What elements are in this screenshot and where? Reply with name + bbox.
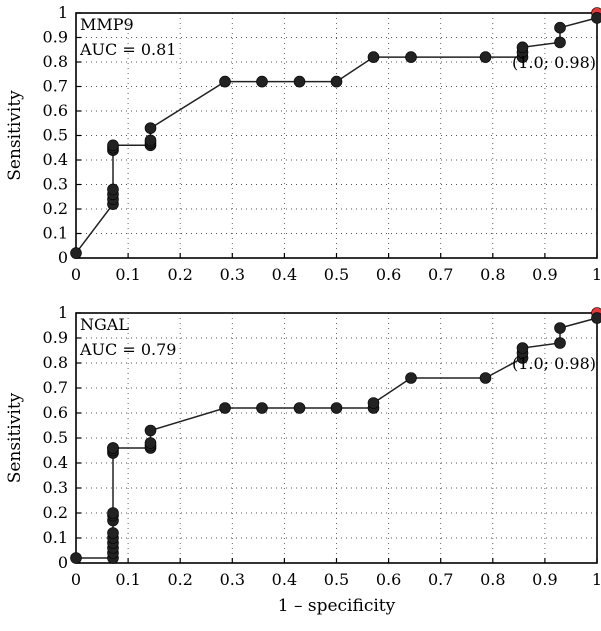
y-tick-label: 0.9 bbox=[43, 328, 68, 347]
data-point bbox=[554, 36, 566, 49]
data-point bbox=[107, 183, 119, 196]
y-tick-label: 1 bbox=[58, 303, 68, 322]
x-tick-label: 0.1 bbox=[115, 570, 140, 589]
x-tick-label: 0.8 bbox=[480, 265, 505, 284]
y-tick-label: 0.3 bbox=[43, 478, 68, 497]
roc-panel-ngal: 0 0.1 0.2 0.3 0.4 0.5 0.6 0.7 0.8 0.9 1 0 0.1 0.2 0.3 0… bbox=[5, 303, 601, 616]
data-point bbox=[405, 51, 417, 63]
panel-label: MMP9 bbox=[80, 15, 134, 34]
data-point bbox=[330, 75, 343, 88]
y-tick-label: 0.9 bbox=[43, 28, 68, 47]
cutoff-point-annotation: (1.0; 0.98) bbox=[512, 354, 596, 373]
data-point bbox=[256, 75, 268, 88]
x-tick-label: 0.4 bbox=[272, 265, 297, 284]
data-point bbox=[479, 51, 492, 63]
auc-label: AUC = 0.81 bbox=[79, 40, 176, 59]
x-tick-label: 1 bbox=[592, 570, 601, 589]
y-tick-label: 0.2 bbox=[43, 199, 68, 218]
data-point bbox=[405, 372, 417, 384]
y-tick-label: 0.1 bbox=[43, 528, 68, 547]
data-point bbox=[107, 139, 119, 152]
y-tick-label: 0.4 bbox=[43, 150, 68, 169]
y-tick-label: 0.4 bbox=[43, 453, 68, 472]
data-point bbox=[144, 424, 157, 437]
data-point bbox=[256, 402, 268, 414]
x-tick-label: 0.3 bbox=[220, 570, 245, 589]
y-tick-label: 0.7 bbox=[43, 77, 68, 96]
data-point bbox=[367, 51, 380, 63]
data-point bbox=[107, 442, 119, 454]
data-point bbox=[107, 507, 119, 519]
data-point bbox=[219, 75, 231, 88]
data-point bbox=[516, 41, 529, 54]
y-axis-label: Sensitivity bbox=[5, 90, 25, 181]
y-tick-label: 0.5 bbox=[43, 428, 68, 447]
y-tick-label: 0.3 bbox=[43, 175, 68, 194]
data-point bbox=[330, 402, 343, 414]
data-point bbox=[219, 402, 231, 414]
x-tick-label: 0.2 bbox=[167, 570, 192, 589]
data-point bbox=[144, 122, 157, 134]
data-point bbox=[554, 322, 566, 334]
x-tick-label: 0.5 bbox=[324, 570, 349, 589]
data-point bbox=[70, 552, 82, 564]
x-tick-label: 0.2 bbox=[167, 265, 192, 284]
roc-panel-mmp9: 0 0.1 0.2 0.3 0.4 0.5 0.6 0.7 0.8 0.9 1 0 0.1 0.2 0.3 0… bbox=[5, 3, 601, 284]
data-point bbox=[554, 337, 566, 349]
y-tick-label: 0.1 bbox=[43, 224, 68, 243]
x-tick-label: 0.6 bbox=[376, 265, 401, 284]
y-tick-label: 0 bbox=[58, 248, 68, 267]
x-tick-label: 0.5 bbox=[324, 265, 349, 284]
x-tick-label: 0.8 bbox=[480, 570, 505, 589]
auc-label: AUC = 0.79 bbox=[79, 340, 176, 359]
data-point bbox=[591, 312, 601, 324]
data-point bbox=[554, 21, 566, 34]
data-point bbox=[144, 134, 157, 147]
cutoff-point-annotation: (1.0; 0.98) bbox=[512, 53, 596, 72]
x-axis-label: 1 – specificity bbox=[278, 596, 396, 616]
x-tick-label: 0.9 bbox=[532, 570, 557, 589]
panel-label: NGAL bbox=[80, 315, 129, 334]
y-tick-label: 0.6 bbox=[43, 101, 68, 120]
x-tick-label: 0 bbox=[71, 570, 81, 589]
x-tick-label: 1 bbox=[592, 265, 601, 284]
y-tick-label: 0.7 bbox=[43, 378, 68, 397]
data-point bbox=[516, 342, 529, 354]
data-point bbox=[107, 527, 119, 539]
y-tick-label: 0.2 bbox=[43, 503, 68, 522]
x-tick-label: 0.6 bbox=[376, 570, 401, 589]
y-tick-label: 0 bbox=[58, 553, 68, 572]
data-point bbox=[293, 75, 306, 88]
y-tick-label: 0.5 bbox=[43, 126, 68, 145]
y-tick-label: 0.8 bbox=[43, 52, 68, 71]
x-tick-label: 0 bbox=[71, 265, 81, 284]
data-point bbox=[70, 247, 82, 259]
y-tick-label: 0.6 bbox=[43, 403, 68, 422]
x-tick-label: 0.7 bbox=[428, 265, 453, 284]
x-tick-label: 0.9 bbox=[532, 265, 557, 284]
x-tick-label: 0.3 bbox=[220, 265, 245, 284]
data-point bbox=[479, 372, 492, 384]
x-tick-label: 0.4 bbox=[272, 570, 297, 589]
x-tick-label: 0.7 bbox=[428, 570, 453, 589]
x-tick-label: 0.1 bbox=[115, 265, 140, 284]
y-tick-label: 1 bbox=[58, 3, 68, 22]
y-tick-label: 0.8 bbox=[43, 353, 68, 372]
data-point bbox=[367, 397, 380, 409]
data-point bbox=[591, 12, 601, 24]
data-point bbox=[144, 437, 157, 449]
y-axis-label: Sensitivity bbox=[5, 392, 25, 483]
data-point bbox=[293, 402, 306, 414]
